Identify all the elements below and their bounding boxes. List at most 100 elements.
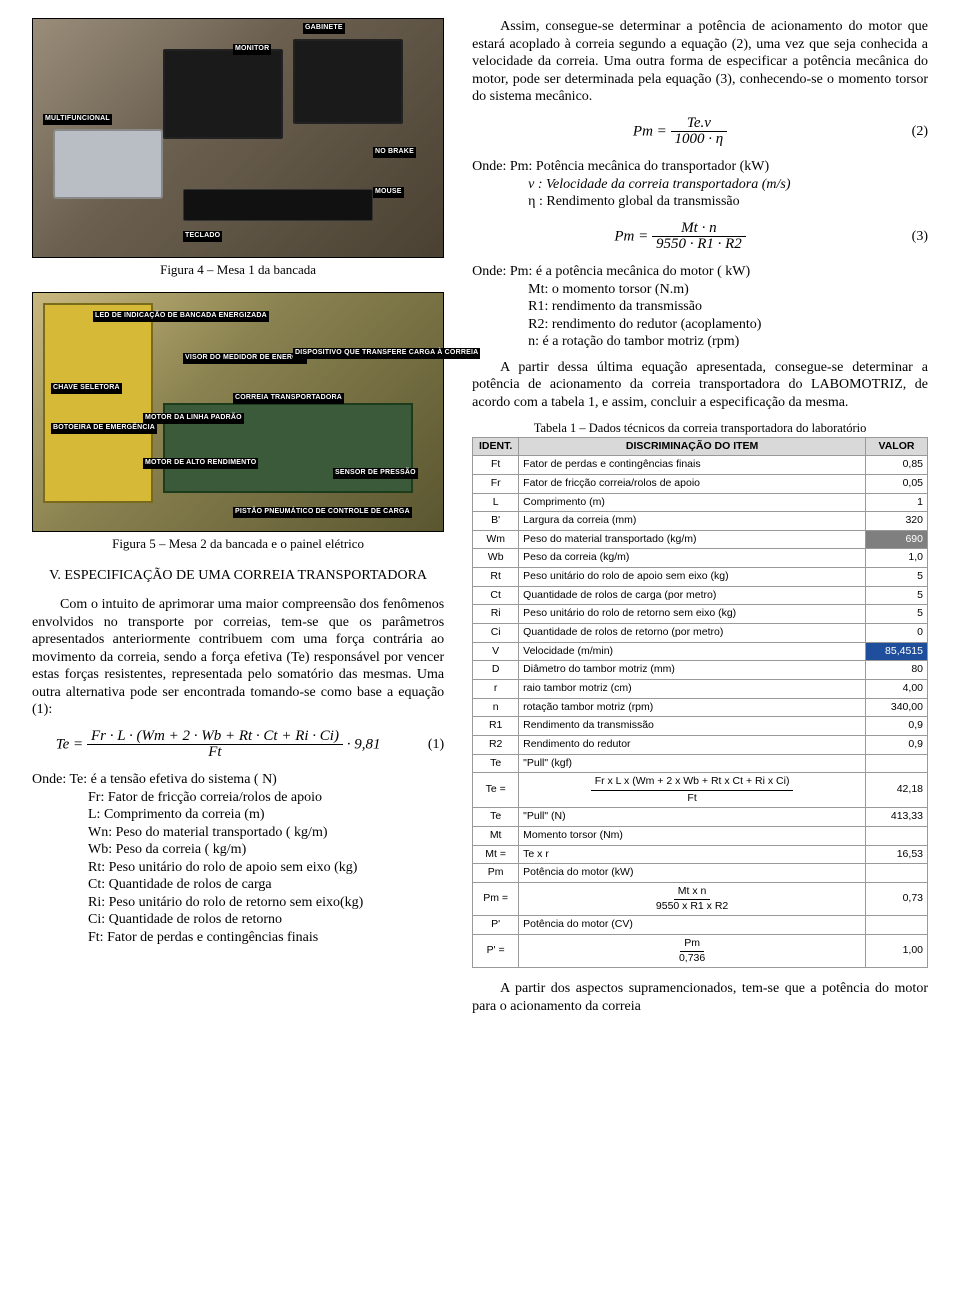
figure-4-photo: MULTIFUNCIONAL MONITOR GABINETE NO BRAKE… [32, 18, 444, 258]
label-gabinete: GABINETE [303, 23, 345, 34]
table-cell-ident: Rt [473, 568, 519, 587]
table-cell-value: 340,00 [866, 698, 928, 717]
legend1-wn: Wn: Peso do material transportado ( kg/m… [32, 824, 444, 842]
table-header-desc: DISCRIMINAÇÃO DO ITEM [519, 437, 866, 456]
legend3-r2: R2: rendimento do redutor (acoplamento) [472, 316, 928, 334]
legend1-ft: Ft: Fator de perdas e contingências fina… [32, 929, 444, 947]
table-cell-ident: Ci [473, 624, 519, 643]
table-cell-ident: Wb [473, 549, 519, 568]
eq2-top: Te.v [671, 116, 728, 133]
table-row: R1Rendimento da transmissão0,9 [473, 717, 928, 736]
eq1-tail: · 9,81 [347, 736, 381, 752]
table-row: RtPeso unitário do rolo de apoio sem eix… [473, 568, 928, 587]
table-header-val: VALOR [866, 437, 928, 456]
table-cell-desc: Te x r [519, 845, 866, 864]
table-row: Pm = Mt x n 9550 x R1 x R20,73 [473, 883, 928, 916]
table-cell-desc: Potência do motor (kW) [519, 864, 866, 883]
equation-1-legend: Onde: Te: é a tensão efetiva do sistema … [32, 771, 444, 946]
table-cell-ident: n [473, 698, 519, 717]
table-cell-value: 5 [866, 605, 928, 624]
table-cell-ident: Wm [473, 530, 519, 549]
table-cell-desc: Peso da correia (kg/m) [519, 549, 866, 568]
equation-3: Pm = Mt · n 9550 · R1 · R2 (3) [472, 221, 928, 254]
table-cell-desc: Fr x L x (Wm + 2 x Wb + Rt x Ct + Ri x C… [519, 773, 866, 808]
table-cell-value: 1 [866, 493, 928, 512]
legend1-ct: Ct: Quantidade de rolos de carga [32, 876, 444, 894]
table-cell-ident: Pm [473, 864, 519, 883]
figure-4-caption: Figura 4 – Mesa 1 da bancada [32, 262, 444, 278]
table-cell-desc: Potência do motor (CV) [519, 916, 866, 935]
table-row: MtMomento torsor (Nm) [473, 827, 928, 846]
table-cell-desc: Momento torsor (Nm) [519, 827, 866, 846]
table-cell-value: 320 [866, 512, 928, 531]
label-correia: CORREIA TRANSPORTADORA [233, 393, 344, 404]
legend1-ci: Ci: Quantidade de rolos de retorno [32, 911, 444, 929]
eq2-lhs: Pm = [633, 123, 667, 139]
legend1-fr: Fr: Fator de fricção correia/rolos de ap… [32, 789, 444, 807]
table-cell-value: 0,9 [866, 717, 928, 736]
table-cell-ident: Te [473, 754, 519, 773]
table-cell-ident: Ft [473, 456, 519, 475]
equation-3-legend: Onde: Pm: é a potência mecânica do motor… [472, 263, 928, 351]
table-cell-desc: Quantidade de rolos de retorno (por metr… [519, 624, 866, 643]
table-cell-desc: Pm 0,736 [519, 934, 866, 967]
right-p2: A partir dessa última equação apresentad… [472, 359, 928, 412]
eq1-bot: Ft [87, 745, 343, 761]
table-cell-value: 85,4515 [866, 642, 928, 661]
table-cell-value: 0,9 [866, 735, 928, 754]
table-cell-ident: R2 [473, 735, 519, 754]
legend2-pm: Onde: Pm: Potência mecânica do transport… [472, 158, 928, 176]
table-cell-ident: Mt = [473, 845, 519, 864]
table-row: Mt =Te x r16,53 [473, 845, 928, 864]
table-cell-value: 413,33 [866, 808, 928, 827]
figure-5-photo: CHAVE SELETORA BOTOEIRA DE EMERGÊNCIA LE… [32, 292, 444, 532]
table-row: nrotação tambor motriz (rpm)340,00 [473, 698, 928, 717]
table-cell-desc: Mt x n 9550 x R1 x R2 [519, 883, 866, 916]
table-row: P' = Pm 0,7361,00 [473, 934, 928, 967]
legend1-wb: Wb: Peso da correia ( kg/m) [32, 841, 444, 859]
table-row: WmPeso do material transportado (kg/m)69… [473, 530, 928, 549]
label-botoeira: BOTOEIRA DE EMERGÊNCIA [51, 423, 157, 434]
table-cell-ident: P' [473, 916, 519, 935]
table-cell-value: 0,05 [866, 474, 928, 493]
table-cell-ident: r [473, 679, 519, 698]
eq3-bot: 9550 · R1 · R2 [652, 237, 746, 253]
table-row: DDiâmetro do tambor motriz (mm)80 [473, 661, 928, 680]
table-cell-ident: Ri [473, 605, 519, 624]
table-cell-value: 80 [866, 661, 928, 680]
table-cell-ident: V [473, 642, 519, 661]
table-cell-desc: Diâmetro do tambor motriz (mm) [519, 661, 866, 680]
label-nobrake: NO BRAKE [373, 147, 416, 158]
right-p-end: A partir dos aspectos supramencionados, … [472, 980, 928, 1015]
table-cell-value: 16,53 [866, 845, 928, 864]
table-cell-desc: rotação tambor motriz (rpm) [519, 698, 866, 717]
table-row: LComprimento (m)1 [473, 493, 928, 512]
table-row: CiQuantidade de rolos de retorno (por me… [473, 624, 928, 643]
table-cell-value: 5 [866, 568, 928, 587]
table-cell-value: 4,00 [866, 679, 928, 698]
table-row: B'Largura da correia (mm)320 [473, 512, 928, 531]
table-cell-desc: Comprimento (m) [519, 493, 866, 512]
table-cell-ident: Fr [473, 474, 519, 493]
legend1-rt: Rt: Peso unitário do rolo de apoio sem e… [32, 859, 444, 877]
table-cell-ident: L [473, 493, 519, 512]
table-cell-desc: "Pull" (kgf) [519, 754, 866, 773]
label-visor: VISOR DO MEDIDOR DE ENERGIA [183, 353, 307, 364]
table-cell-value [866, 864, 928, 883]
equation-1: Te = Fr · L · (Wm + 2 · Wb + Rt · Ct + R… [32, 729, 444, 762]
equation-2-legend: Onde: Pm: Potência mecânica do transport… [472, 158, 928, 211]
legend3-n: n: é a rotação do tambor motriz (rpm) [472, 333, 928, 351]
table-cell-value: 0,85 [866, 456, 928, 475]
table-cell-value [866, 754, 928, 773]
table-row: RiPeso unitário do rolo de retorno sem e… [473, 605, 928, 624]
table-row: Te"Pull" (kgf) [473, 754, 928, 773]
table-cell-value: 0,73 [866, 883, 928, 916]
table-cell-desc: Peso do material transportado (kg/m) [519, 530, 866, 549]
table-row: R2Rendimento do redutor0,9 [473, 735, 928, 754]
label-led: LED DE INDICAÇÃO DE BANCADA ENERGIZADA [93, 311, 269, 322]
eq3-number: (3) [888, 228, 928, 246]
legend3-pm: Onde: Pm: é a potência mecânica do motor… [472, 263, 928, 281]
table-cell-ident: D [473, 661, 519, 680]
legend3-mt: Mt: o momento torsor (N.m) [472, 281, 928, 299]
table-1-caption: Tabela 1 – Dados técnicos da correia tra… [472, 421, 928, 437]
